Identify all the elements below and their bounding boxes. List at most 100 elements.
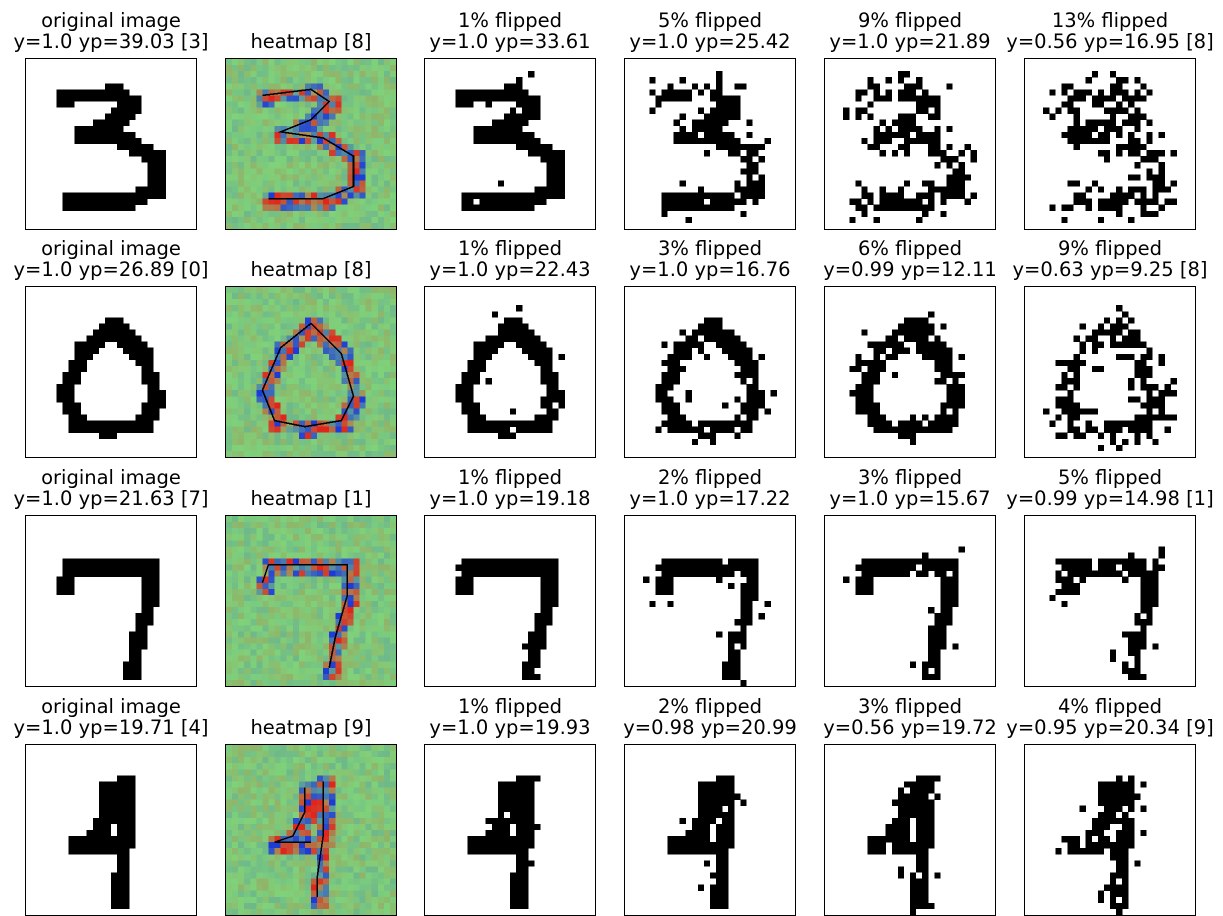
heat-pixel	[378, 156, 384, 162]
heat-pixel	[244, 211, 250, 217]
heat-pixel	[262, 637, 268, 643]
heat-pixel	[281, 217, 287, 223]
ink-pixel	[661, 396, 667, 402]
heat-pixel	[329, 601, 335, 607]
heat-pixel	[341, 83, 347, 89]
ink-pixel	[704, 421, 710, 427]
ink-pixel	[160, 193, 166, 199]
ink-pixel	[1134, 174, 1140, 180]
heat-pixel	[250, 199, 256, 205]
ink-pixel	[498, 559, 504, 565]
ink-pixel	[1098, 187, 1104, 193]
heat-pixel	[305, 577, 311, 583]
ink-pixel	[892, 565, 898, 571]
heat-pixel	[262, 150, 268, 156]
heat-pixel	[354, 360, 360, 366]
heat-pixel	[390, 445, 396, 451]
ink-pixel	[461, 102, 467, 108]
ink-pixel	[1122, 193, 1128, 199]
heat-pixel	[275, 625, 281, 631]
ink-pixel	[698, 108, 704, 114]
heat-pixel	[378, 552, 384, 558]
heat-pixel	[378, 317, 384, 323]
heat-pixel	[378, 516, 384, 522]
ink-pixel	[1110, 89, 1116, 95]
heat-pixel	[287, 427, 293, 433]
ink-pixel	[904, 138, 910, 144]
ink-pixel	[81, 89, 87, 95]
heat-pixel	[360, 800, 366, 806]
ink-pixel	[129, 102, 135, 108]
ink-pixel	[740, 644, 746, 650]
heat-pixel	[244, 408, 250, 414]
ink-pixel	[474, 360, 480, 366]
ink-pixel	[740, 187, 746, 193]
heat-pixel	[238, 595, 244, 601]
heat-pixel	[275, 757, 281, 763]
ink-pixel	[1098, 342, 1104, 348]
ink-pixel	[117, 848, 123, 854]
ink-pixel	[510, 565, 516, 571]
ink-pixel	[522, 565, 528, 571]
ink-pixel	[649, 601, 655, 607]
ink-pixel	[1110, 421, 1116, 427]
ink-pixel	[710, 126, 716, 132]
ink-pixel	[468, 559, 474, 565]
heat-pixel	[378, 211, 384, 217]
heat-pixel	[366, 806, 372, 812]
heat-pixel	[299, 589, 305, 595]
ink-pixel	[553, 408, 559, 414]
ink-pixel	[105, 781, 111, 787]
ink-pixel	[910, 662, 916, 668]
heat-pixel	[366, 102, 372, 108]
heat-pixel	[238, 187, 244, 193]
heat-pixel	[293, 769, 299, 775]
ink-pixel	[546, 366, 552, 372]
ink-pixel	[105, 83, 111, 89]
heat-pixel	[232, 114, 238, 120]
heat-pixel	[354, 102, 360, 108]
heat-pixel	[329, 451, 335, 457]
ink-pixel	[455, 384, 461, 390]
heat-pixel	[226, 95, 232, 101]
heat-pixel	[226, 433, 232, 439]
heat-pixel	[226, 522, 232, 528]
heat-pixel	[244, 366, 250, 372]
heat-pixel	[232, 77, 238, 83]
heat-pixel	[226, 144, 232, 150]
heat-pixel	[317, 751, 323, 757]
heat-pixel	[226, 668, 232, 674]
heat-pixel	[244, 571, 250, 577]
ink-pixel	[93, 336, 99, 342]
heat-pixel	[323, 323, 329, 329]
ink-pixel	[704, 114, 710, 120]
ink-pixel	[661, 421, 667, 427]
heat-pixel	[366, 589, 372, 595]
ink-pixel	[904, 421, 910, 427]
ink-pixel	[934, 650, 940, 656]
heat-pixel	[250, 565, 256, 571]
ink-pixel	[1140, 637, 1146, 643]
heat-pixel	[341, 451, 347, 457]
ink-pixel	[87, 559, 93, 565]
ink-pixel	[868, 102, 874, 108]
heat-pixel	[347, 193, 353, 199]
ink-pixel	[716, 199, 722, 205]
ink-pixel	[534, 631, 540, 637]
heat-pixel	[354, 199, 360, 205]
heat-pixel	[360, 751, 366, 757]
heat-pixel	[281, 522, 287, 528]
heat-pixel	[250, 108, 256, 114]
heat-pixel	[293, 156, 299, 162]
heat-pixel	[366, 89, 372, 95]
ink-pixel	[916, 132, 922, 138]
ink-pixel	[534, 656, 540, 662]
ink-pixel	[117, 138, 123, 144]
heat-pixel	[317, 77, 323, 83]
ink-pixel	[510, 317, 516, 323]
heat-pixel	[347, 138, 353, 144]
ink-pixel	[455, 577, 461, 583]
heat-pixel	[262, 65, 268, 71]
heat-pixel	[305, 384, 311, 390]
heat-pixel	[311, 366, 317, 372]
